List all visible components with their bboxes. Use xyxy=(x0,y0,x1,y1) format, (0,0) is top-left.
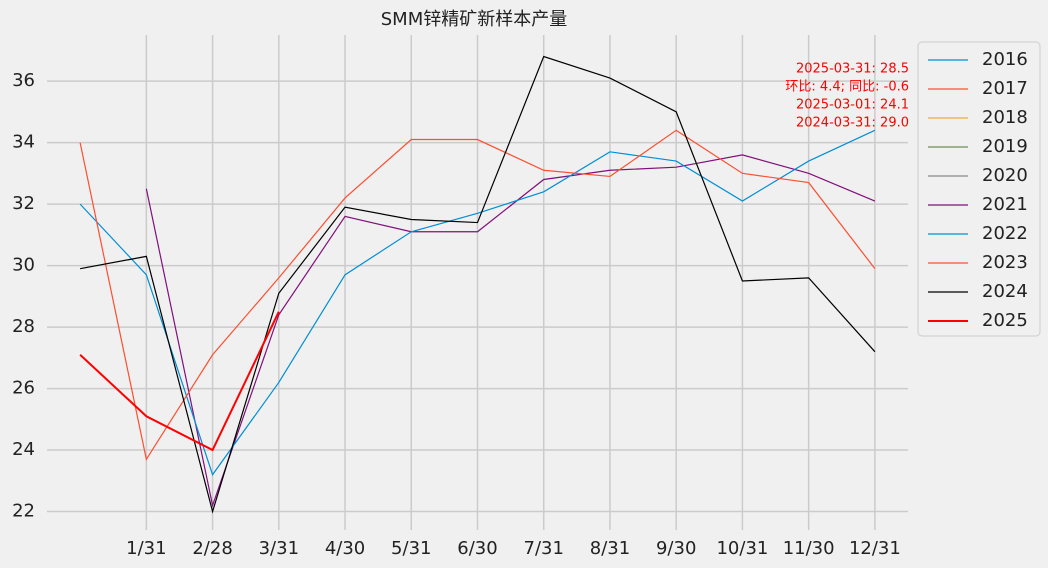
y-tick-label: 36 xyxy=(12,70,35,91)
x-tick-label: 9/30 xyxy=(656,538,696,559)
legend-label: 2017 xyxy=(982,78,1028,99)
legend-label: 2016 xyxy=(982,49,1028,70)
x-tick-label: 7/31 xyxy=(524,538,564,559)
y-tick-label: 30 xyxy=(12,255,35,276)
legend-label: 2025 xyxy=(982,310,1028,331)
y-tick-label: 28 xyxy=(12,316,35,337)
y-tick-label: 24 xyxy=(12,439,35,460)
x-tick-label: 10/31 xyxy=(716,538,768,559)
annotation: 2025-03-31: 28.5 xyxy=(796,62,909,77)
legend-label: 2018 xyxy=(982,107,1028,128)
x-tick-label: 3/31 xyxy=(259,538,299,559)
y-tick-label: 34 xyxy=(12,132,35,153)
x-tick-label: 1/31 xyxy=(126,538,166,559)
series-line xyxy=(80,55,876,514)
annotation: 环比: 4.4; 同比: -0.6 xyxy=(785,80,909,95)
y-tick-label: 32 xyxy=(12,193,35,214)
x-tick-label: 4/30 xyxy=(325,538,365,559)
x-tick-label: 11/30 xyxy=(783,538,835,559)
legend-label: 2021 xyxy=(982,194,1028,215)
x-tick-label: 6/30 xyxy=(457,538,497,559)
series-line xyxy=(79,311,280,452)
legend-label: 2019 xyxy=(982,136,1028,157)
chart-title: SMM锌精矿新样本产量 xyxy=(381,9,568,30)
legend-label: 2023 xyxy=(982,252,1028,273)
legend-label: 2020 xyxy=(982,165,1028,186)
series-line xyxy=(145,154,876,508)
annotation: 2024-03-31: 29.0 xyxy=(796,116,909,131)
annotation: 2025-03-01: 24.1 xyxy=(796,98,909,113)
x-tick-label: 12/31 xyxy=(849,538,901,559)
legend-label: 2022 xyxy=(982,223,1028,244)
x-tick-label: 8/31 xyxy=(590,538,630,559)
series-line xyxy=(79,129,876,461)
x-tick-label: 2/28 xyxy=(192,538,232,559)
y-tick-label: 22 xyxy=(12,501,35,522)
series-line xyxy=(79,129,876,476)
legend-label: 2024 xyxy=(982,281,1028,302)
x-tick-label: 5/31 xyxy=(391,538,431,559)
y-tick-label: 26 xyxy=(12,378,35,399)
